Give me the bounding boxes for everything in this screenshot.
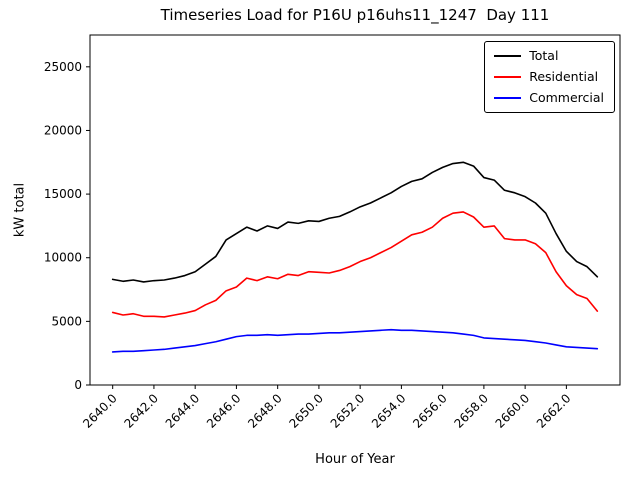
- series-line-total: [111, 161, 599, 283]
- legend-item: Total: [494, 49, 604, 63]
- x-tick-label: 2650.0: [286, 391, 326, 431]
- legend-item-label: Residential: [529, 69, 599, 84]
- y-tick-label: 5000: [51, 314, 82, 328]
- y-tick-label: 20000: [44, 123, 82, 137]
- legend-line-sample-commercial: [494, 97, 522, 99]
- plot-frame: [89, 34, 621, 386]
- legend-item: Commercial: [494, 91, 604, 105]
- y-tick-label: 25000: [44, 60, 82, 74]
- legend-item-label: Total: [529, 48, 559, 63]
- legend-item-label: Commercial: [529, 90, 604, 105]
- x-axis-label: Hour of Year: [315, 452, 395, 467]
- x-tick-label: 2658.0: [451, 391, 491, 431]
- series-line-residential: [111, 211, 599, 318]
- x-tick-label: 2660.0: [493, 391, 533, 431]
- series-line-commercial: [111, 328, 599, 353]
- chart-title: Timeseries Load for P16U p16uhs11_1247 D…: [160, 6, 550, 24]
- legend-line-sample-total: [494, 55, 522, 57]
- x-tick-label: 2644.0: [163, 391, 203, 431]
- x-tick-label: 2656.0: [410, 391, 450, 431]
- y-tick-label: 15000: [44, 187, 82, 201]
- legend-item: Residential: [494, 70, 604, 84]
- x-tick-label: 2652.0: [328, 391, 368, 431]
- y-tick-label: 0: [74, 378, 82, 392]
- y-axis-label: kW total: [12, 182, 28, 238]
- legend-line-sample-residential: [494, 76, 522, 78]
- x-tick-label: 2640.0: [80, 391, 120, 431]
- x-tick-label: 2654.0: [369, 391, 409, 431]
- x-tick-label: 2662.0: [534, 391, 574, 431]
- x-tick-label: 2646.0: [204, 391, 244, 431]
- y-tick-label: 10000: [44, 251, 82, 265]
- x-tick-label: 2642.0: [121, 391, 161, 431]
- x-tick-label: 2648.0: [245, 391, 285, 431]
- legend: Total Residential Commercial: [484, 41, 615, 113]
